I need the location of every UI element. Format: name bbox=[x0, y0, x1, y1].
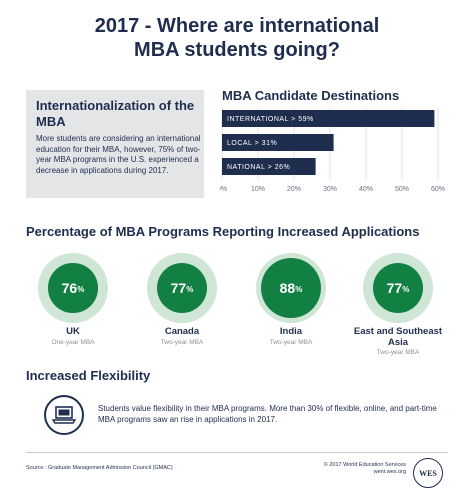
site-url: wenr.wes.org bbox=[373, 469, 406, 475]
progress-ring: 77% bbox=[147, 253, 217, 323]
flex-section-title: Increased Flexibility bbox=[26, 368, 151, 383]
program-card: 77% East and Southeast Asia Two-year MBA bbox=[353, 253, 443, 356]
program-card: 88% India Two-year MBA bbox=[246, 253, 336, 353]
bar-label: LOCAL > 31% bbox=[227, 140, 277, 147]
program-card: 77% Canada Two-year MBA bbox=[137, 253, 227, 353]
progress-fill: 77% bbox=[156, 262, 208, 314]
percent-sign: % bbox=[295, 284, 303, 294]
percent-value: 88 bbox=[279, 279, 296, 296]
title-line-1: 2017 - Where are international bbox=[94, 15, 380, 37]
program-label: One-year MBA bbox=[51, 339, 95, 346]
percent-value: 77 bbox=[170, 279, 187, 296]
x-tick-label: 10% bbox=[251, 186, 265, 193]
title-line-2: MBA students going? bbox=[134, 39, 340, 61]
percent-sign: % bbox=[77, 284, 85, 294]
program-card: 76% UK One-year MBA bbox=[28, 253, 118, 353]
percent-value: 77 bbox=[386, 279, 403, 296]
x-tick-label: 60% bbox=[431, 186, 445, 193]
program-label: Two-year MBA bbox=[160, 339, 204, 346]
program-label: Two-year MBA bbox=[376, 349, 420, 356]
programs-section-title: Percentage of MBA Programs Reporting Inc… bbox=[26, 224, 420, 239]
intro-body: More students are considering an interna… bbox=[36, 134, 201, 175]
percent-value: 76 bbox=[61, 279, 78, 296]
progress-ring: 77% bbox=[363, 253, 433, 323]
bar bbox=[222, 134, 334, 151]
intro-heading: Internationalization of the MBA bbox=[36, 98, 195, 129]
country-label: India bbox=[279, 326, 303, 337]
x-tick-label: 20% bbox=[287, 186, 301, 193]
laptop-icon bbox=[44, 395, 84, 435]
bar-label: NATIONAL > 26% bbox=[227, 164, 290, 171]
progress-ring: 88% bbox=[256, 253, 326, 323]
intro-box: Internationalization of the MBA More stu… bbox=[26, 90, 204, 198]
page-title: 2017 - Where are international MBA stude… bbox=[0, 14, 474, 62]
x-tick-label: 0% bbox=[220, 186, 227, 193]
footer-divider bbox=[26, 452, 448, 453]
progress-ring: 76% bbox=[38, 253, 108, 323]
copyright-text: © 2017 World Education Services bbox=[323, 462, 406, 468]
progress-fill: 76% bbox=[48, 263, 98, 313]
bar bbox=[222, 110, 435, 127]
bar-label: INTERNATIONAL > 59% bbox=[227, 116, 314, 123]
wes-logo: WES bbox=[413, 458, 443, 488]
x-tick-label: 40% bbox=[359, 186, 373, 193]
percent-sign: % bbox=[402, 284, 410, 294]
progress-fill: 88% bbox=[260, 257, 322, 319]
country-label: Canada bbox=[164, 326, 200, 337]
copyright: © 2017 World Education Services wenr.wes… bbox=[246, 462, 406, 476]
x-tick-label: 30% bbox=[323, 186, 337, 193]
flex-text: Students value flexibility in their MBA … bbox=[98, 404, 437, 424]
percent-sign: % bbox=[186, 284, 194, 294]
source-text: Source : Graduate Management Admission C… bbox=[26, 465, 173, 471]
country-label: East and Southeast Asia bbox=[353, 326, 443, 348]
bar bbox=[222, 158, 316, 175]
progress-fill: 77% bbox=[372, 262, 424, 314]
x-tick-label: 50% bbox=[395, 186, 409, 193]
chart-title: MBA Candidate Destinations bbox=[222, 88, 400, 103]
country-label: UK bbox=[66, 326, 80, 337]
program-label: Two-year MBA bbox=[269, 339, 313, 346]
destinations-bar-chart: 0% 10% 20% 30% 40% 50% 60% INTERNATIONAL > 59% L… bbox=[220, 108, 445, 193]
